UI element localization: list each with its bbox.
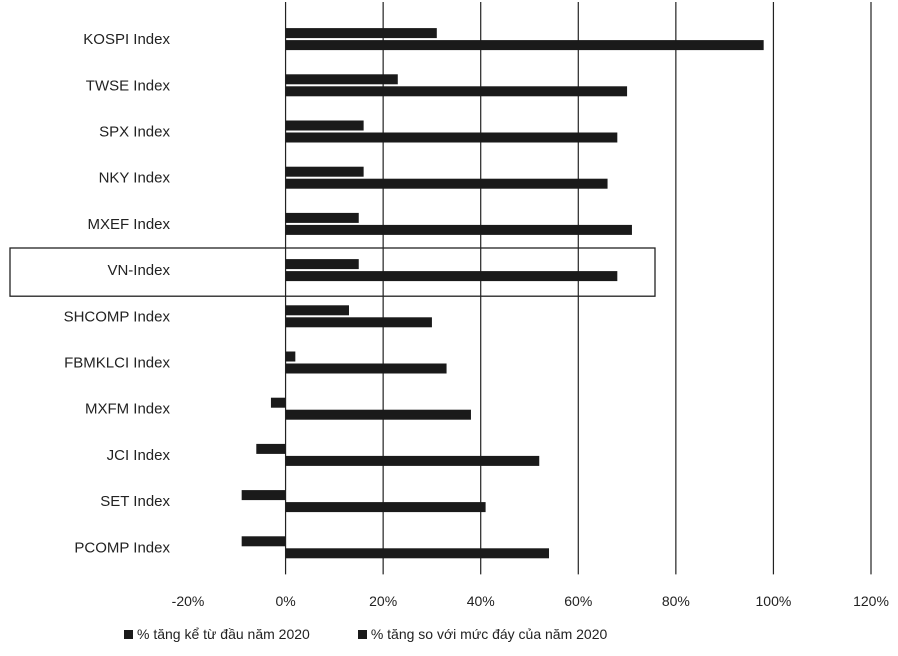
category-label: TWSE Index bbox=[86, 77, 171, 94]
bar-ytd bbox=[256, 443, 286, 454]
x-tick-label: 60% bbox=[564, 593, 592, 609]
bar-ytd bbox=[241, 536, 286, 547]
legend-swatch-from-bottom bbox=[357, 629, 367, 639]
x-tick-label: 20% bbox=[369, 593, 397, 609]
category-label: FBMKLCI Index bbox=[64, 355, 170, 372]
category-label: PCOMP Index bbox=[74, 539, 170, 556]
legend-item-from-bottom: % tăng so với mức đáy của năm 2020 bbox=[357, 626, 608, 642]
bar-from-bottom bbox=[285, 317, 432, 328]
bar-ytd bbox=[285, 259, 359, 270]
highlight-box bbox=[9, 247, 656, 297]
bar-ytd bbox=[285, 212, 359, 223]
bar-from-bottom bbox=[285, 455, 540, 466]
category-label: MXEF Index bbox=[87, 216, 170, 233]
category-label: KOSPI Index bbox=[83, 31, 170, 48]
x-tick-label: 120% bbox=[853, 593, 889, 609]
bar-ytd bbox=[241, 490, 286, 501]
category-label: JCI Index bbox=[107, 447, 171, 464]
bar-ytd bbox=[285, 74, 398, 85]
bar-ytd bbox=[285, 166, 364, 177]
bar-from-bottom bbox=[285, 271, 618, 282]
bar-from-bottom bbox=[285, 40, 764, 51]
bar-from-bottom bbox=[285, 409, 471, 420]
bar-ytd bbox=[270, 397, 286, 408]
x-tick-label: 0% bbox=[275, 593, 295, 609]
legend: % tăng kể từ đầu năm 2020 % tăng so với … bbox=[124, 626, 607, 642]
x-tick-label: 40% bbox=[467, 593, 495, 609]
bar-from-bottom bbox=[285, 86, 628, 97]
category-label: NKY Index bbox=[99, 170, 171, 187]
bar-ytd bbox=[285, 120, 364, 131]
x-tick-label: 100% bbox=[756, 593, 792, 609]
category-label: SHCOMP Index bbox=[64, 308, 171, 325]
bar-ytd bbox=[285, 351, 296, 362]
bar-from-bottom bbox=[285, 502, 486, 513]
bar-from-bottom bbox=[285, 132, 618, 143]
legend-item-ytd: % tăng kể từ đầu năm 2020 bbox=[124, 626, 310, 642]
category-label: SPX Index bbox=[99, 124, 170, 141]
bar-from-bottom bbox=[285, 363, 447, 374]
bar-from-bottom bbox=[285, 224, 632, 235]
x-tick-label: 80% bbox=[662, 593, 690, 609]
category-label: VN-Index bbox=[107, 262, 170, 279]
legend-label-ytd: % tăng kể từ đầu năm 2020 bbox=[137, 626, 310, 642]
legend-label-from-bottom: % tăng so với mức đáy của năm 2020 bbox=[370, 626, 608, 642]
x-tick-label: -20% bbox=[172, 593, 205, 609]
bar-chart: -20% 0% 20% 40% 60% 80% 100% 120% KOSPI Index TWS… bbox=[9, 2, 889, 609]
category-label: MXFM Index bbox=[85, 401, 171, 418]
category-label: SET Index bbox=[100, 493, 170, 510]
bar-from-bottom bbox=[285, 548, 550, 559]
legend-swatch-ytd bbox=[124, 629, 133, 639]
bar-ytd bbox=[285, 28, 437, 39]
bar-ytd bbox=[285, 305, 349, 316]
bar-from-bottom bbox=[285, 178, 608, 189]
